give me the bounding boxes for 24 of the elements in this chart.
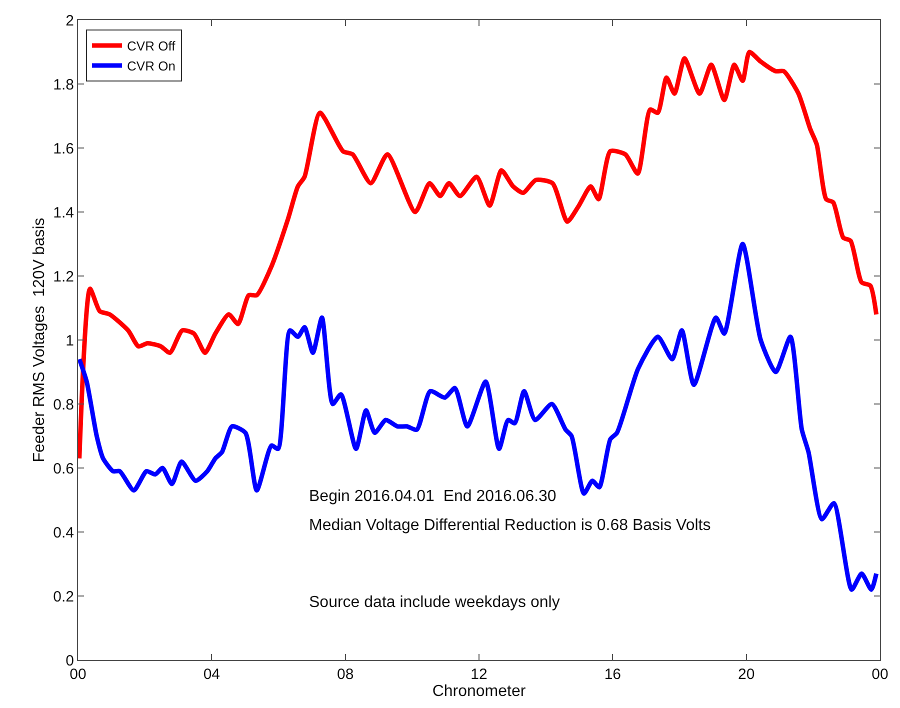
x-tick-label: 04 xyxy=(203,666,220,683)
y-tick-label: 0.6 xyxy=(53,460,74,478)
y-tick-label: 1.8 xyxy=(53,76,74,94)
y-tick-label: 0.4 xyxy=(53,524,74,542)
annotation: Source data include weekdays only xyxy=(309,594,560,611)
legend-label: CVR On xyxy=(127,58,176,74)
x-tick-label: 00 xyxy=(872,666,888,683)
line-series xyxy=(78,242,879,592)
y-axis-title: Feeder RMS Voltages 120V basis xyxy=(31,218,48,462)
y-tick-label: 0.8 xyxy=(53,396,74,414)
y-tick-label: 2 xyxy=(66,12,74,30)
x-tick-label: 08 xyxy=(336,666,354,683)
x-tick-label: 16 xyxy=(604,666,622,683)
y-tick-label: 1.6 xyxy=(53,140,74,158)
legend-label: CVR Off xyxy=(127,38,176,54)
y-tick-label: 1 xyxy=(66,332,74,350)
x-axis-title: Chronometer xyxy=(432,683,526,700)
y-tick-label: 1.4 xyxy=(53,204,74,222)
x-tick-label: 12 xyxy=(470,666,488,683)
annotation: Median Voltage Differential Reduction is 0.68 Basis Volts xyxy=(309,517,711,534)
annotation: Begin 2016.04.01 End 2016.06.30 xyxy=(309,488,556,505)
y-tick-label: 1.2 xyxy=(53,268,74,286)
x-tick-label: 20 xyxy=(738,666,755,683)
y-tick-label: 0.2 xyxy=(53,588,74,606)
